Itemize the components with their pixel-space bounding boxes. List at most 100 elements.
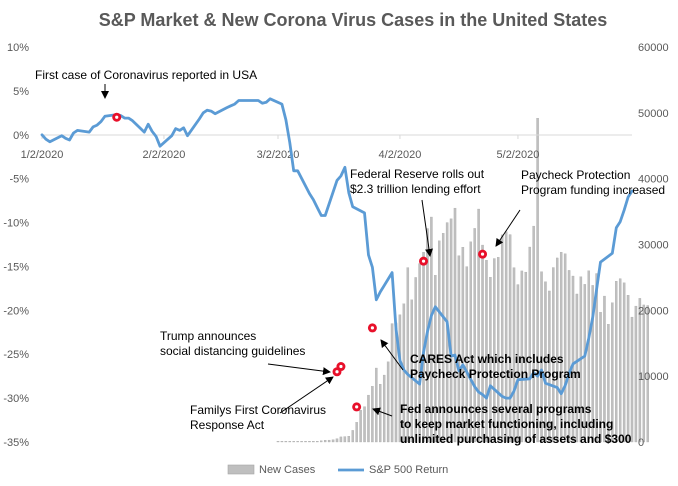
new-cases-bar (583, 284, 587, 443)
annotation-arrow-families-first (279, 376, 334, 414)
y-left-tick-label: -35% (3, 437, 29, 449)
y-right-tick-label: 60000 (638, 42, 669, 54)
new-cases-bar (296, 441, 299, 443)
new-cases-bar (375, 367, 378, 443)
new-cases-bar (469, 241, 472, 443)
new-cases-bar (461, 247, 465, 443)
new-cases-bar (512, 267, 516, 443)
new-cases-bar (288, 441, 292, 443)
sp500-line-series (40, 97, 634, 400)
new-cases-bar (591, 285, 594, 443)
legend-swatch-new-cases (227, 464, 255, 475)
annotation-arrow-fed-lending (421, 199, 433, 257)
new-cases-bar (571, 275, 575, 443)
new-cases-bar (453, 207, 457, 443)
event-marker-center-first-case (115, 115, 119, 119)
new-cases-bar (524, 271, 528, 443)
y-left-tick-label: 0% (13, 130, 29, 142)
annotation-cares-line: CARES Act which includes (410, 352, 564, 366)
new-cases-bar (493, 258, 496, 443)
x-tick-label: 1/2/2020 (21, 149, 64, 161)
y-left-tick-label: -10% (3, 218, 29, 230)
new-cases-bar (367, 394, 370, 443)
x-tick-label: 4/2/2020 (379, 149, 422, 161)
new-cases-bar (327, 439, 331, 443)
new-cases-bar (430, 216, 433, 443)
new-cases-bar (508, 234, 512, 443)
new-cases-bar (438, 240, 441, 443)
annotation-fed-lending-line: $2.3 trillion lending effort (350, 182, 481, 196)
new-cases-bar (292, 441, 295, 443)
new-cases-bar (626, 295, 630, 443)
legend-label-sp500: S&P 500 Return (369, 464, 448, 476)
event-marker-center-ppp-funding (480, 252, 485, 256)
new-cases-bar (575, 293, 579, 443)
new-cases-bar (465, 266, 469, 443)
new-cases-bar (563, 253, 567, 443)
new-cases-bar (363, 406, 366, 443)
x-tick-label: 3/2/2020 (257, 149, 300, 161)
new-cases-bar (559, 251, 563, 443)
new-cases-bar (536, 118, 539, 443)
y-left-tick-label: -20% (3, 305, 29, 317)
y-right-tick-label: 10000 (638, 371, 669, 383)
new-cases-bar (520, 270, 524, 443)
new-cases-bar (595, 273, 598, 443)
y-right-tick-label: 30000 (638, 240, 669, 252)
annotation-trump-line: social distancing guidelines (160, 344, 305, 358)
event-marker-center-cares (370, 326, 374, 330)
axes: 10% 5% 0% -5% -10% -15% -20% -25% -30% -35% 60000 5… (3, 42, 668, 449)
y-left-tick-label: -5% (9, 174, 29, 186)
new-cases-bar (284, 441, 288, 443)
new-cases-bar (347, 436, 351, 443)
new-cases-bar (544, 281, 547, 443)
new-cases-bar (457, 255, 461, 443)
y-left-tick-label: -25% (3, 349, 29, 361)
x-tick-label: 5/2/2020 (497, 149, 540, 161)
event-marker-center-families-first (339, 364, 343, 369)
new-cases-bar (316, 441, 319, 443)
new-cases-bars (276, 118, 649, 443)
new-cases-bar (276, 441, 280, 443)
event-marker-center-fed-programs (355, 405, 359, 409)
annotation-first-case-line: First case of Coronavirus reported in US… (35, 68, 257, 82)
new-cases-bar (379, 383, 382, 443)
new-cases-bar (434, 275, 437, 443)
new-cases-bar (497, 257, 500, 443)
legend: New Cases S&P 500 Return (227, 464, 448, 476)
sp500-line (40, 97, 634, 400)
new-cases-bar (410, 299, 413, 443)
new-cases-bar (540, 271, 543, 443)
new-cases-bar (441, 233, 445, 443)
y-left-tick-label: 10% (7, 42, 29, 54)
new-cases-bar (300, 441, 303, 443)
new-cases-bar (312, 441, 315, 443)
new-cases-bar (390, 323, 394, 443)
event-marker-center-fed-lending (421, 259, 426, 263)
annotation-arrow-ppp-funding (495, 209, 521, 247)
new-cases-bar (504, 231, 508, 443)
event-marker-center-trump (335, 370, 339, 374)
new-cases-bar (320, 440, 323, 443)
y-right-tick-label: 0 (638, 437, 644, 449)
new-cases-bar (532, 225, 535, 443)
y-left-tick-label: -15% (3, 261, 29, 273)
new-cases-bar (642, 304, 646, 443)
x-tick-label: 2/2/2020 (143, 149, 186, 161)
new-cases-bar (351, 430, 354, 443)
annotation-ppp-funding-line: Program funding increased (521, 183, 665, 197)
y-right-tick-label: 20000 (638, 305, 669, 317)
new-cases-bar (646, 305, 649, 443)
new-cases-bar (615, 281, 618, 443)
annotation-cares-line: Paycheck Protection Program (410, 367, 581, 381)
new-cases-bar (500, 234, 504, 443)
annotation-trump-line: Trump announces (160, 329, 256, 343)
new-cases-bar (304, 441, 307, 443)
annotation-families-first-line: Response Act (190, 418, 265, 432)
new-cases-bar (414, 277, 417, 443)
new-cases-bar (630, 316, 634, 443)
new-cases-bar (398, 314, 402, 443)
new-cases-bar (406, 267, 410, 443)
